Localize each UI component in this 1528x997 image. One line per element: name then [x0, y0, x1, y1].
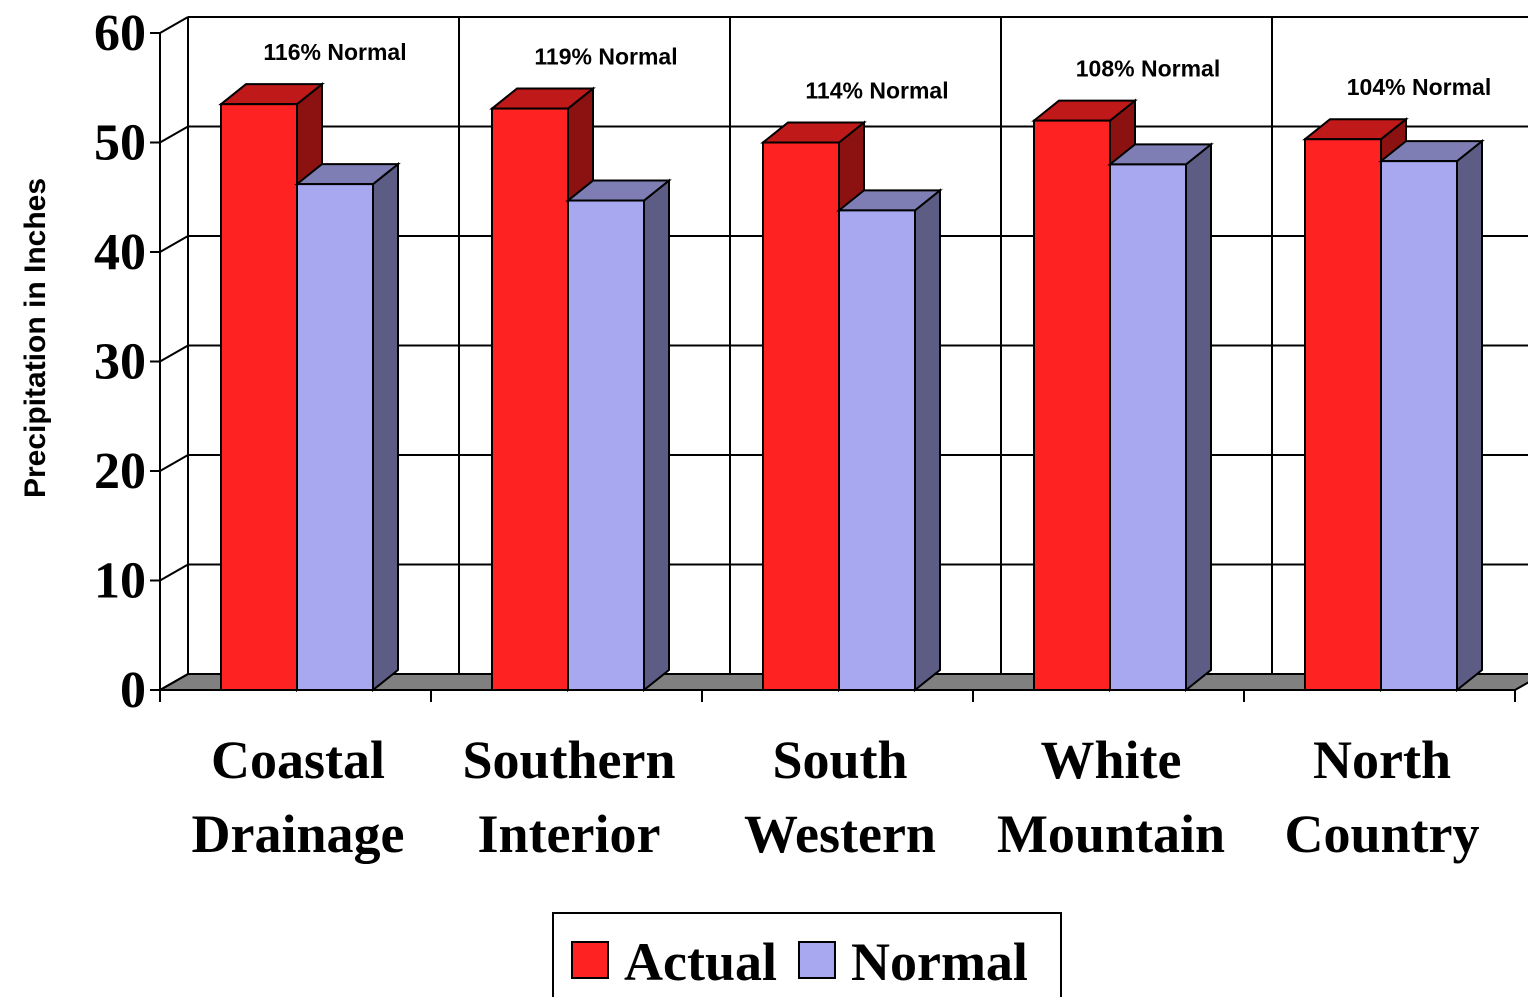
x-tick-label: Coastal Drainage — [191, 730, 405, 864]
y-tick-label: 0 — [120, 662, 146, 719]
legend-swatch — [571, 941, 609, 979]
x-tick-label: North Country — [1284, 730, 1480, 864]
bar-front — [567, 199, 645, 691]
bar-front — [762, 141, 840, 691]
bar — [1107, 142, 1214, 693]
legend-label: Normal — [851, 932, 1028, 992]
y-tick-label: 60 — [94, 5, 146, 62]
bar — [294, 162, 401, 693]
annotation: 116% Normal — [263, 39, 406, 65]
bar-front — [1109, 163, 1187, 691]
y-tick-label: 30 — [94, 334, 146, 391]
bar-front — [491, 107, 569, 692]
legend-swatch — [797, 941, 836, 979]
bar-side — [1185, 142, 1212, 693]
grid-diag — [159, 563, 189, 582]
bar-front — [1304, 138, 1382, 691]
grid-diag — [159, 344, 189, 363]
bar — [1378, 139, 1485, 693]
y-tick-label: 20 — [94, 443, 146, 500]
bar-side — [1456, 139, 1483, 693]
grid-diag — [159, 454, 189, 472]
annotation: 119% Normal — [534, 44, 677, 70]
grid-diag — [159, 235, 189, 253]
legend-label: Actual — [624, 932, 777, 992]
grid-diag — [159, 125, 189, 144]
y-tick-label: 10 — [94, 553, 146, 610]
bar-front — [296, 183, 374, 692]
bar — [565, 178, 672, 693]
grid-diag — [159, 673, 189, 691]
bar-front — [1033, 119, 1111, 692]
annotation: 104% Normal — [1347, 74, 1491, 100]
y-axis-label: Precipitation in Inches — [19, 178, 52, 498]
bar-side — [372, 162, 399, 693]
bar-front — [220, 103, 298, 692]
annotation: 114% Normal — [805, 78, 948, 104]
bar-front — [1380, 160, 1458, 692]
x-tick-label: Southern Interior — [462, 730, 676, 864]
bar-front — [838, 209, 916, 691]
x-tick-label: South Western — [744, 730, 936, 864]
grid-diag — [159, 16, 189, 34]
y-tick-label: 40 — [94, 224, 146, 281]
y-tick-label: 50 — [94, 115, 146, 172]
bar-side — [643, 178, 670, 693]
annotation: 108% Normal — [1076, 56, 1220, 82]
bar-side — [914, 188, 941, 693]
bar — [836, 188, 943, 693]
x-tick-label: White Mountain — [996, 730, 1226, 864]
